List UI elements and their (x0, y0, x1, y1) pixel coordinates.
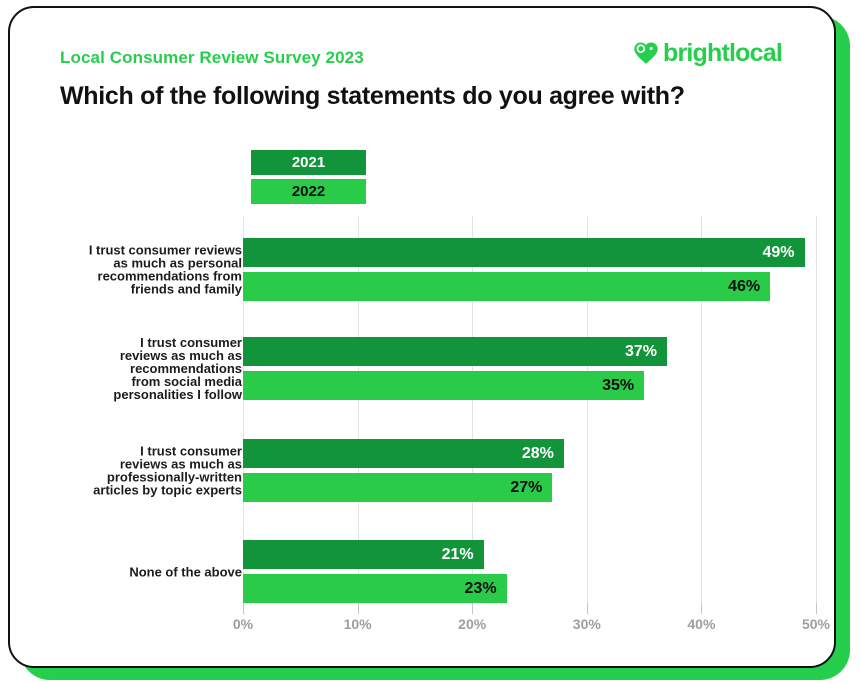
x-tick-label: 20% (458, 616, 487, 632)
x-tick-label: 30% (572, 616, 601, 632)
bar-2021: 37% (243, 337, 668, 366)
x-tick-label: 50% (801, 616, 831, 632)
category-label: I trust consumer reviews as much as prof… (93, 443, 242, 498)
x-axis-tick (243, 603, 244, 614)
bar-2021: 28% (243, 439, 564, 468)
bar-value-2021: 28% (521, 445, 554, 462)
bar-2022: 46% (243, 272, 771, 301)
category-label: I trust consumer reviews as much as pers… (88, 242, 242, 297)
bar-value-2021: 21% (441, 546, 474, 563)
category-label: None of the above (129, 563, 242, 579)
gridline (472, 216, 474, 603)
category-label: I trust consumer reviews as much as reco… (113, 334, 242, 403)
x-tick-label: 10% (343, 616, 372, 632)
x-tick-label: 40% (687, 616, 716, 632)
survey-eyebrow: Local Consumer Review Survey 2023 (60, 48, 364, 67)
bar-value-2022: 46% (728, 278, 761, 295)
x-axis-tick (701, 603, 703, 614)
legend-item-2021: 2021 (251, 150, 366, 175)
bar-value-2021: 49% (762, 244, 795, 261)
legend-label-2022: 2022 (291, 183, 326, 200)
x-axis-tick (586, 603, 588, 614)
bar-2022: 35% (243, 371, 645, 400)
bar-2022: 27% (243, 473, 553, 502)
bar-value-2021: 37% (624, 343, 658, 360)
brightlocal-logo: brightlocal (632, 38, 783, 67)
legend-label-2021: 2021 (291, 154, 326, 171)
bar-2021: 21% (243, 540, 484, 569)
heart-pin-icon (632, 39, 660, 67)
x-tick-label: 0% (232, 616, 254, 632)
gridline (816, 216, 817, 603)
legend-item-2022: 2022 (251, 179, 366, 204)
survey-card: Local Consumer Review Survey 2023 Which … (8, 6, 836, 668)
gridline (243, 216, 244, 603)
bar-value-2022: 35% (602, 377, 635, 394)
logo-text: brightlocal (663, 38, 783, 67)
bar-2022: 23% (243, 574, 507, 603)
chart-title: Which of the following statements do you… (60, 82, 685, 110)
bar-value-2022: 27% (510, 479, 543, 496)
x-axis-tick (816, 603, 817, 614)
bar-value-2022: 23% (464, 580, 497, 597)
x-axis-tick (472, 603, 474, 614)
gridline (701, 216, 703, 603)
gridline (586, 216, 588, 603)
x-axis-tick (357, 603, 359, 614)
bar-2021: 49% (243, 238, 805, 267)
gridline (357, 216, 359, 603)
